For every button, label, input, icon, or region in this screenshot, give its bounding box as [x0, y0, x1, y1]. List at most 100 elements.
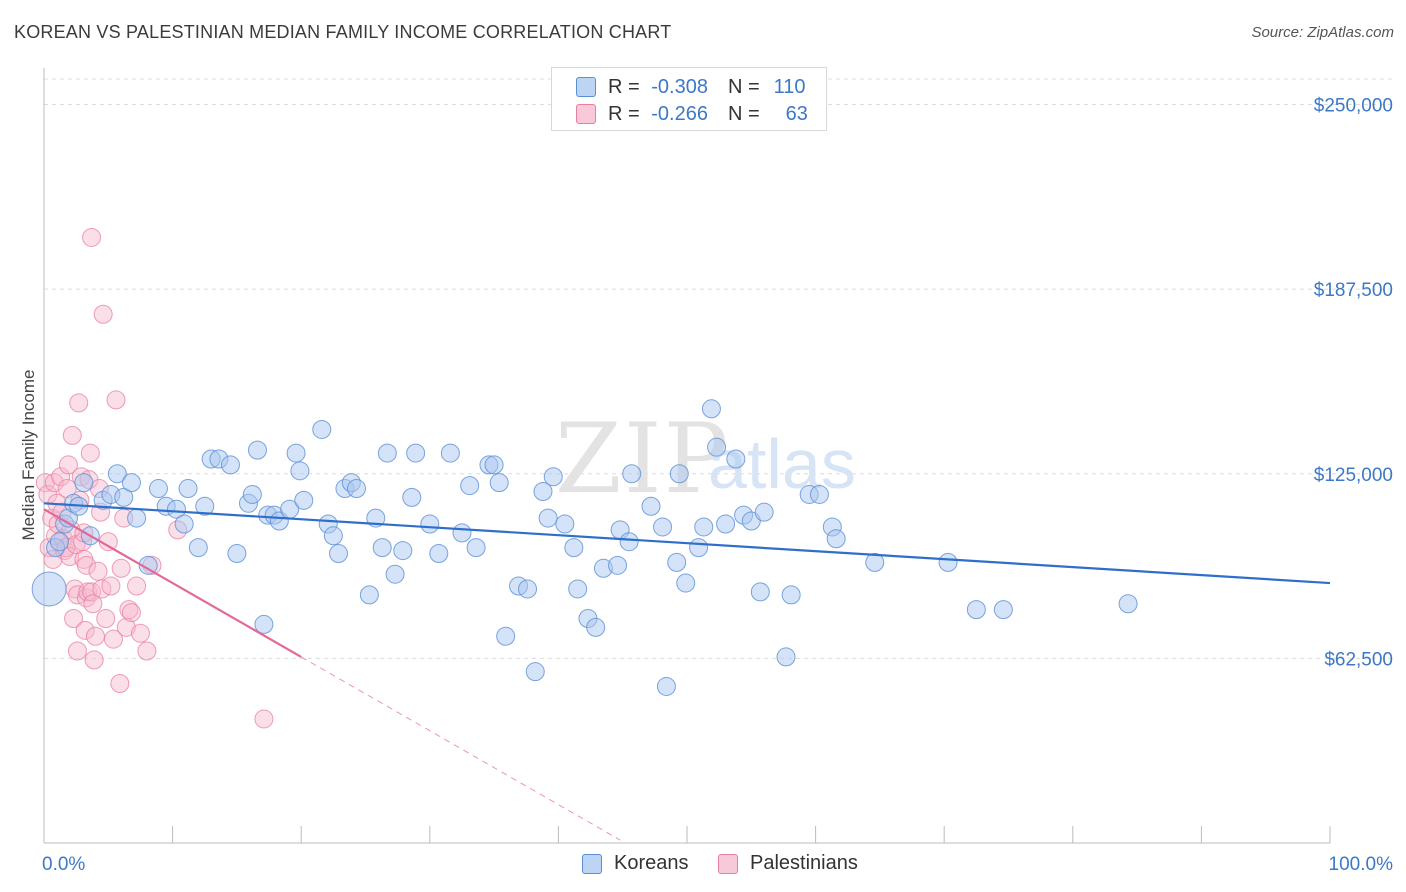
koreans-point	[323, 526, 343, 546]
tick-labels: $62,500 $125,000 $187,500 $250,000 0.0% 100.0…	[42, 96, 1393, 875]
koreans-point	[420, 514, 440, 534]
koreans-point	[121, 473, 141, 493]
koreans-point	[543, 467, 563, 487]
x-tick-label: 100.0%	[1329, 854, 1394, 875]
palestinians-point	[82, 227, 102, 247]
koreans-point	[127, 508, 147, 528]
palestinians-point	[110, 673, 130, 693]
chart-title: KOREAN VS PALESTINIAN MEDIAN FAMILY INCO…	[14, 22, 672, 42]
koreans-point	[826, 529, 846, 549]
koreans-point	[641, 496, 661, 516]
palestinians-point	[83, 594, 103, 614]
palestinians-point	[127, 576, 147, 596]
legend-item-koreans[interactable]: Koreans	[582, 852, 689, 875]
koreans-trend-line	[43, 502, 1331, 585]
koreans-point	[114, 487, 134, 507]
palestinians-trend-extension	[300, 656, 621, 841]
trend-lines	[43, 502, 1331, 841]
koreans-point	[254, 614, 274, 634]
legend-label-koreans: Koreans	[614, 852, 689, 874]
koreans-point	[247, 440, 267, 460]
koreans-point	[195, 496, 215, 516]
koreans-point	[619, 532, 639, 552]
palestinians-point	[85, 626, 105, 646]
koreans-point	[452, 523, 472, 543]
koreans-point	[555, 514, 575, 534]
grid-lines	[44, 78, 1394, 659]
stats-legend: R = -0.308 N = 110 R = -0.266 N = 63	[551, 67, 827, 131]
koreans-point	[726, 449, 746, 469]
koreans-point	[608, 555, 628, 575]
legend-row-palestinians: R = -0.266 N = 63	[576, 102, 808, 126]
koreans-point	[694, 517, 714, 537]
r-value: -0.266	[651, 102, 708, 125]
n-label: N =	[727, 102, 760, 125]
koreans-point	[359, 585, 379, 605]
palestinians-point	[62, 425, 82, 445]
palestinians-point	[130, 623, 150, 643]
palestinians-point	[67, 641, 87, 661]
palestinians-point	[76, 555, 96, 575]
palestinians-point	[80, 443, 100, 463]
koreans-point	[31, 571, 67, 607]
koreans-point	[667, 552, 687, 572]
koreans-point	[938, 552, 958, 572]
y-tick-label: $62,500	[1324, 649, 1393, 670]
koreans-point	[750, 582, 770, 602]
palestinians-point	[75, 620, 95, 640]
koreans-swatch	[582, 853, 602, 874]
palestinians-point	[106, 390, 126, 410]
koreans-point	[518, 579, 538, 599]
koreans-point	[993, 600, 1013, 620]
y-axis-label: Median Family Income	[19, 369, 38, 540]
koreans-point	[707, 437, 727, 457]
legend-label-palestinians: Palestinians	[750, 852, 858, 874]
palestinians-point	[88, 561, 108, 581]
y-tick-label: $125,000	[1314, 465, 1393, 486]
koreans-point	[107, 464, 127, 484]
n-value: 63	[785, 102, 808, 125]
palestinians-point	[119, 600, 139, 620]
palestinians-point	[93, 304, 113, 324]
koreans-point	[286, 443, 306, 463]
koreans-point	[622, 464, 642, 484]
palestinians-point	[103, 629, 123, 649]
koreans-point	[656, 676, 676, 696]
palestinians-point	[121, 603, 141, 623]
series-legend: Koreans Palestinians	[0, 852, 1406, 878]
svg-text:ZIP: ZIP	[555, 403, 730, 515]
x-tick-label: 0.0%	[42, 854, 85, 875]
palestinians-point	[51, 467, 71, 487]
koreans-point	[538, 508, 558, 528]
koreans-point	[653, 517, 673, 537]
koreans-point	[328, 544, 348, 564]
palestinians-trend-line	[43, 508, 302, 658]
palestinians-point	[96, 609, 116, 629]
legend-item-palestinians[interactable]: Palestinians	[718, 852, 858, 875]
koreans-point	[178, 479, 198, 499]
koreans-point	[865, 552, 885, 572]
palestinians-point	[84, 650, 104, 670]
koreans-point	[564, 538, 584, 558]
koreans-point	[716, 514, 736, 534]
koreans-point	[781, 585, 801, 605]
koreans-point	[393, 541, 413, 561]
koreans-point	[460, 476, 480, 496]
koreans-point	[74, 473, 94, 493]
koreans-point	[809, 484, 829, 504]
palestinians-point	[101, 576, 121, 596]
koreans-point	[586, 617, 606, 637]
koreans-point	[669, 464, 689, 484]
koreans-point	[440, 443, 460, 463]
palestinians-point	[111, 558, 131, 578]
koreans-point	[49, 532, 69, 552]
koreans-point	[377, 443, 397, 463]
palestinians-point	[254, 709, 274, 729]
koreans-point	[1118, 594, 1138, 614]
koreans-point	[466, 538, 486, 558]
koreans-point	[496, 626, 516, 646]
palestinians-swatch	[576, 104, 596, 124]
koreans-point	[312, 419, 332, 439]
koreans-point	[290, 461, 310, 481]
r-label: R =	[608, 102, 640, 125]
